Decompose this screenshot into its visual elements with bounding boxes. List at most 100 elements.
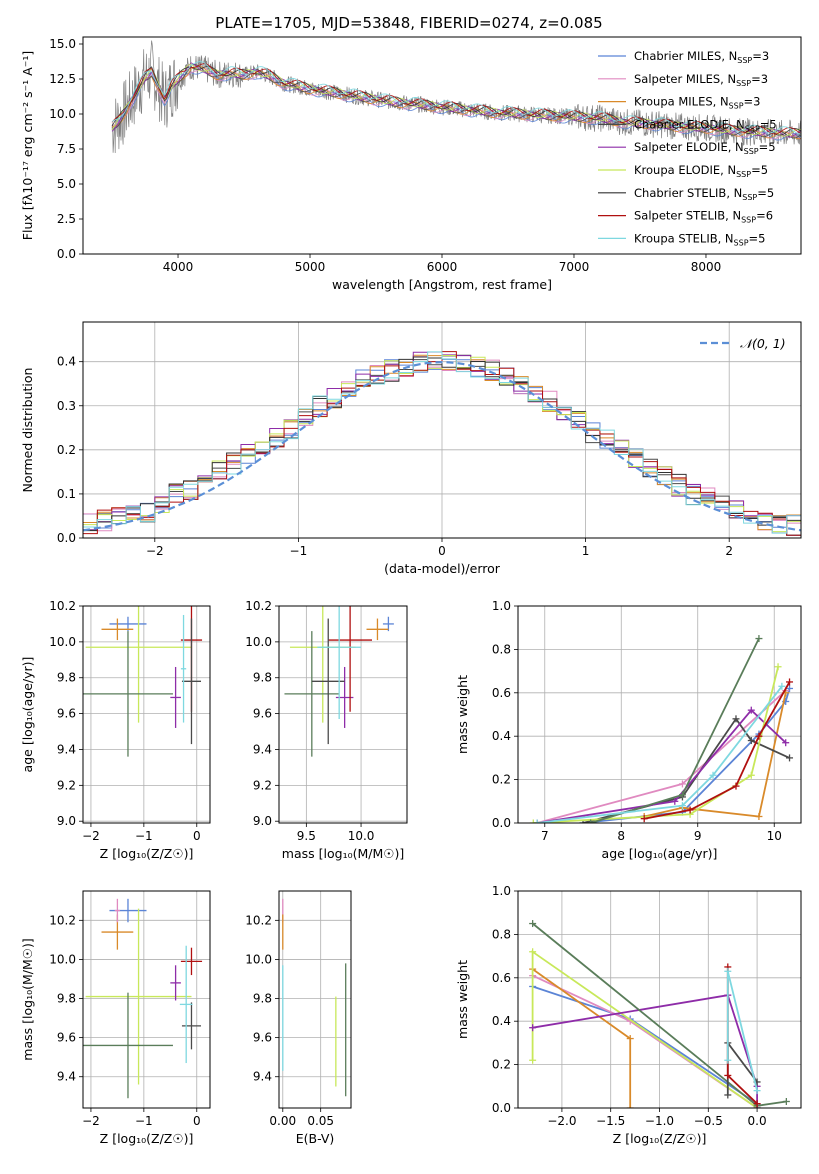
model-line: [111, 61, 801, 135]
error-bar-point: [83, 631, 173, 757]
x-tick-label: −2: [82, 1114, 100, 1128]
error-bar-point: [101, 618, 134, 641]
plus-marker: [640, 815, 648, 823]
plus-marker: [671, 797, 679, 805]
legend-label: Salpeter ELODIE, NSSP=5: [634, 140, 776, 156]
x-tick-label: 6000: [427, 260, 458, 274]
x-tick-label: −2: [82, 829, 100, 843]
y-tick-label: 10.2: [49, 599, 76, 613]
y-tick-label: 1.0: [492, 599, 511, 613]
weight-line: [726, 971, 758, 1091]
error-bar-point: [170, 965, 181, 1001]
x-tick-label: 2: [725, 544, 733, 558]
error-bar-point: [170, 666, 181, 728]
x-tick-label: 1: [582, 544, 590, 558]
x-axis-label: wavelength [Angstrom, rest frame]: [332, 277, 552, 292]
error-bar-point: [284, 631, 340, 757]
y-tick-label: 0.1: [57, 487, 76, 501]
x-tick-label: 0.05: [307, 1114, 334, 1128]
plus-marker: [587, 819, 595, 823]
plus-marker: [753, 1087, 761, 1095]
plot-area: [83, 606, 203, 757]
x-tick-label: −2: [146, 544, 164, 558]
x-tick-label: 7: [541, 829, 549, 843]
y-tick-label: 5.0: [57, 177, 76, 191]
plot-frame: [82, 36, 802, 255]
plus-marker: [678, 791, 686, 799]
y-tick-label: 9.6: [57, 1031, 76, 1045]
x-tick-label: −1: [290, 544, 308, 558]
plus-marker: [782, 739, 790, 747]
y-tick-label: 10.2: [245, 599, 272, 613]
error-bar-point: [180, 614, 187, 723]
plus-marker: [678, 802, 686, 810]
plus-marker: [755, 732, 763, 740]
x-tick-label: 10: [767, 829, 782, 843]
y-tick-label: 0.6: [492, 686, 511, 700]
y-tick-label: 9.2: [57, 778, 76, 792]
legend-label: Chabrier STELIB, NSSP=5: [634, 186, 774, 202]
plot-area: [83, 351, 801, 538]
x-axis-label: mass [log₁₀(M/M☉)]: [282, 846, 404, 861]
x-tick-label: 0: [438, 544, 446, 558]
plus-marker: [732, 782, 740, 790]
legend-label: Chabrier MILES, NSSP=3: [634, 49, 769, 65]
chart-mass_vs_Z: −2 −1 0 9.4 9.6 9.8 10.0 10.2 Z [log₁₀(Z/Z☉)] mas…: [20, 890, 211, 1146]
plus-marker: [724, 1056, 732, 1064]
weight-line: [532, 994, 758, 1108]
weight-line: [533, 666, 779, 823]
y-tick-label: 0.0: [57, 247, 76, 261]
y-tick-label: 9.0: [57, 814, 76, 828]
y-tick-label: 9.0: [253, 814, 272, 828]
plus-marker: [755, 635, 763, 643]
plus-marker: [529, 920, 537, 928]
error-bar-point: [85, 908, 192, 1085]
y-axis-label: Flux [fλ10⁻¹⁷ erg cm⁻² s⁻¹ A⁻¹]: [20, 51, 35, 240]
error-bar-point: [335, 666, 354, 728]
plus-marker: [747, 706, 755, 714]
y-tick-label: 12.5: [49, 72, 76, 86]
error-bar-point: [179, 945, 193, 1064]
legend-label: 𝒩(0, 1): [740, 336, 786, 351]
y-tick-label: 9.4: [253, 1070, 272, 1084]
plot-area: [529, 920, 790, 1108]
y-tick-label: 0.2: [57, 443, 76, 457]
legend-label: Kroupa ELODIE, NSSP=5: [634, 163, 768, 179]
gaussian-curve: [83, 360, 801, 532]
model-line: [111, 70, 801, 141]
x-tick-label: 0.0: [748, 1114, 767, 1128]
y-tick-label: 0.2: [492, 1058, 511, 1072]
chart-age_vs_mass: 9.5 10.0 9.0 9.2 9.4 9.6 9.8 10.0 10.2 mass [log₁…: [245, 599, 408, 861]
x-tick-label: −0.5: [694, 1114, 723, 1128]
plus-marker: [626, 1104, 634, 1108]
plus-marker: [732, 715, 740, 723]
plus-marker: [724, 967, 732, 975]
plus-marker: [786, 754, 794, 762]
error-bar-point: [366, 618, 389, 641]
chart-weight_vs_Z: −2.0 −1.5 −1.0 −0.5 0.0 0.0 0.2 0.4 0.6 0.8 1.0 Z […: [455, 884, 802, 1146]
plus-marker: [786, 684, 794, 692]
y-tick-label: 9.8: [57, 671, 76, 685]
y-tick-label: 9.8: [253, 671, 272, 685]
x-tick-label: 0.00: [269, 1114, 296, 1128]
y-tick-label: 9.4: [57, 742, 76, 756]
plot-area: [83, 898, 203, 1099]
x-tick-label: 9.5: [297, 829, 316, 843]
plot-area: [282, 898, 347, 1097]
x-tick-label: 0: [193, 829, 201, 843]
chart-residuals: −2 −1 0 1 2 0.0 0.1 0.2 0.3 0.4 (data-model)/error…: [20, 321, 802, 576]
y-tick-label: 0.8: [492, 927, 511, 941]
model-line: [111, 62, 801, 138]
x-axis-label: (data-model)/error: [384, 561, 501, 576]
plus-marker: [786, 678, 794, 686]
x-axis-label: E(B-V): [296, 1131, 335, 1146]
plus-marker: [709, 771, 717, 779]
error-bar-point: [83, 992, 173, 1099]
plot-area: [111, 40, 801, 154]
y-tick-label: 0.0: [492, 816, 511, 830]
x-tick-label: 5000: [295, 260, 326, 274]
plus-marker: [626, 1035, 634, 1043]
x-axis-label: Z [log₁₀(Z/Z☉)]: [100, 846, 194, 861]
x-tick-label: 8: [617, 829, 625, 843]
